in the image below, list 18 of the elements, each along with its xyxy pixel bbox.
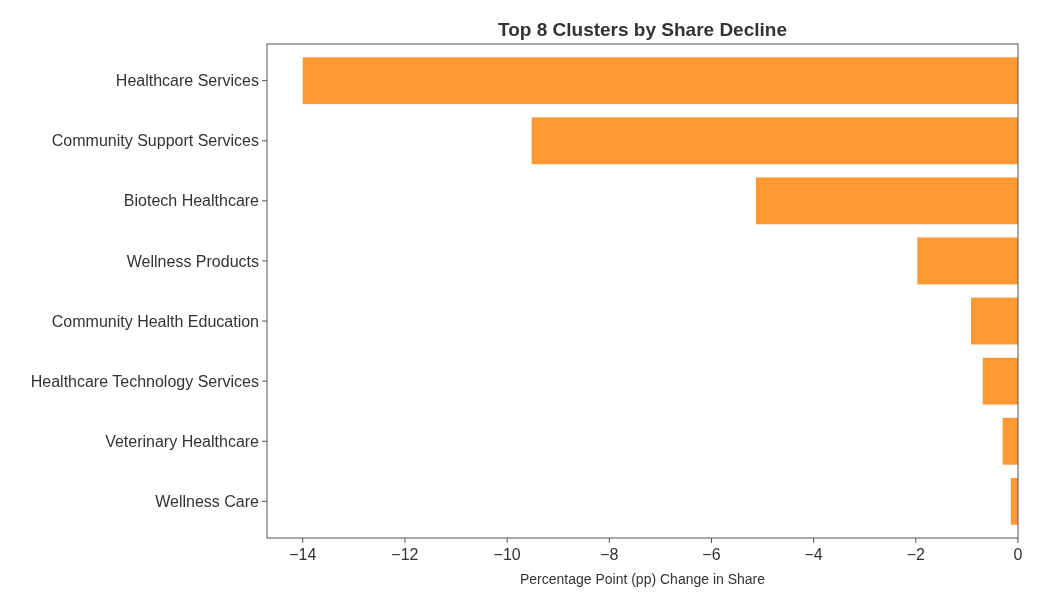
y-tick-label: Community Health Education — [51, 312, 259, 330]
y-tick-label: Healthcare Services — [115, 72, 259, 90]
y-tick-label: Community Support Services — [51, 132, 259, 150]
x-tick-label: 0 — [1013, 546, 1023, 563]
x-tick-label: −8 — [600, 546, 619, 563]
y-tick-label: Healthcare Technology Services — [30, 372, 259, 390]
x-tick-label: −4 — [804, 546, 823, 563]
x-tick-label: −2 — [906, 546, 926, 563]
y-tick-label: Veterinary Healthcare — [105, 432, 260, 450]
y-tick-label: Wellness Care — [155, 492, 260, 510]
x-tick-label: −12 — [391, 546, 419, 563]
x-tick-label: −10 — [493, 546, 521, 563]
x-axis-title: Percentage Point (pp) Change in Share — [519, 571, 766, 587]
x-tick-label: −14 — [289, 546, 317, 563]
y-tick-label: Biotech Healthcare — [123, 192, 260, 210]
x-tick-label: −6 — [702, 546, 721, 563]
y-tick-label: Wellness Products — [126, 252, 259, 270]
chart-title: Top 8 Clusters by Share Decline — [498, 19, 787, 40]
